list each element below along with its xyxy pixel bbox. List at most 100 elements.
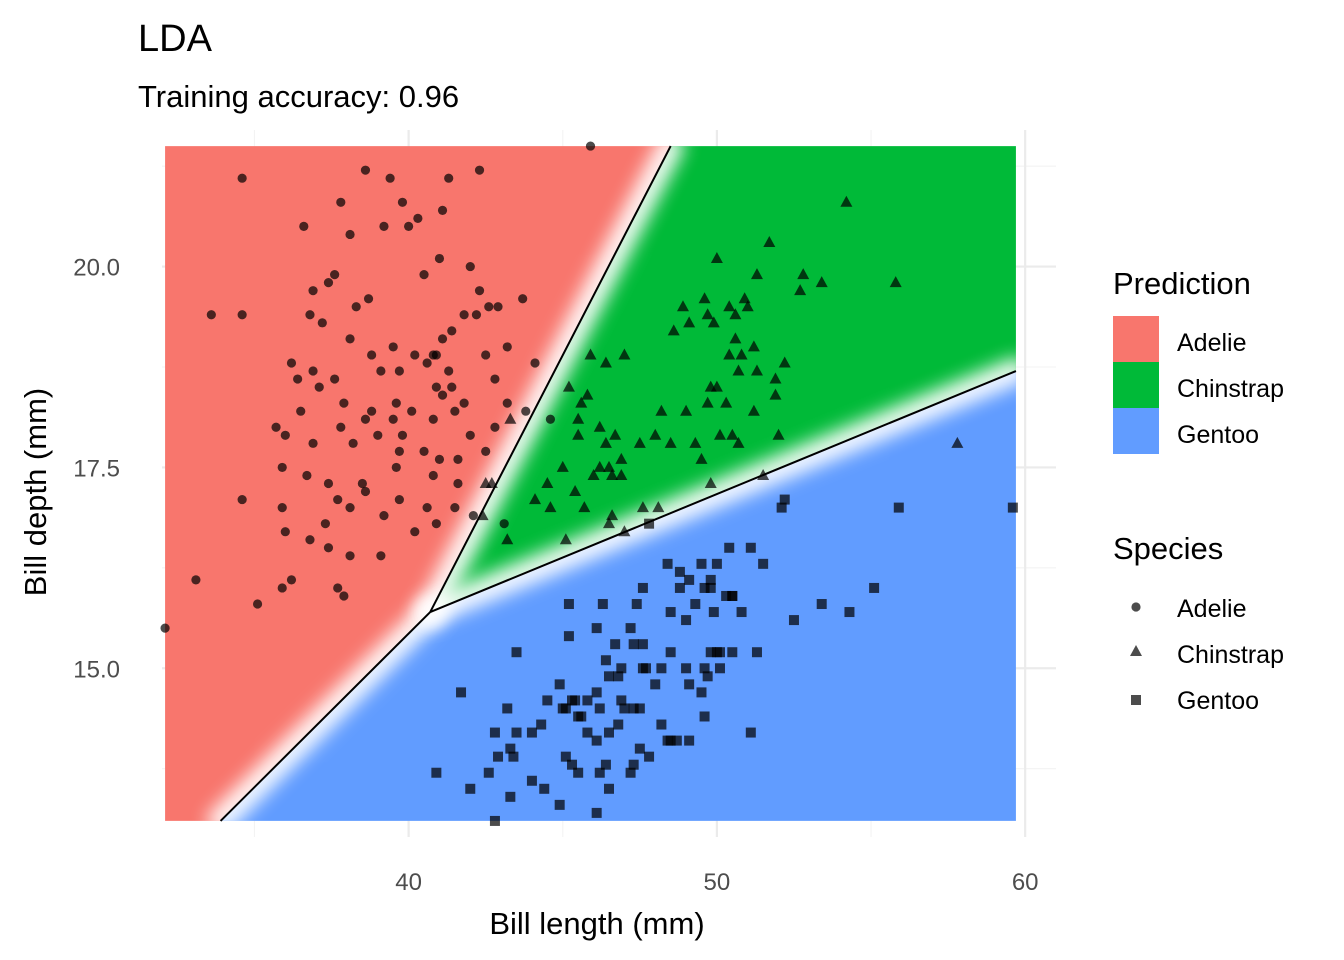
point-gentoo-78 [493,751,504,762]
x-axis-title: Bill length (mm) [489,906,704,941]
point-adelie-115 [376,551,386,561]
point-gentoo-25 [628,639,639,650]
legend-label-gentoo: Gentoo [1177,421,1259,449]
point-chinstrap-35 [655,404,668,416]
point-adelie-109 [277,583,287,593]
point-chinstrap-77 [769,388,782,400]
x-axis-ticks: 40 50 60 [395,869,1038,896]
y-tick-label-0: 15.0 [73,656,120,683]
point-gentoo-100 [505,791,516,802]
point-gentoo-3 [779,494,790,505]
point-adelie-81 [453,454,463,464]
point-gentoo-112 [674,566,685,577]
point-gentoo-32 [616,663,627,674]
point-chinstrap-20 [667,324,680,336]
point-adelie-64 [521,406,531,416]
point-chinstrap-67 [476,509,489,521]
x-tick-label-2: 60 [1012,869,1039,896]
point-gentoo-101 [489,815,500,826]
point-adelie-104 [280,527,290,537]
point-chinstrap-27 [778,356,791,368]
point-gentoo-96 [554,799,565,810]
point-adelie-96 [450,503,460,513]
legend-species-title: Species [1113,531,1223,566]
point-adelie-107 [345,551,355,561]
point-adelie-44 [431,350,441,360]
boundary-adelie-chinstrap [429,145,672,613]
point-adelie-28 [206,310,216,320]
point-gentoo-18 [631,599,642,610]
point-chinstrap-36 [562,380,575,392]
point-adelie-97 [468,511,478,521]
boundary-chinstrap-gentoo [429,370,1017,613]
legend-swatch-chinstrap [1113,362,1159,408]
point-gentoo-44 [536,719,547,730]
point-adelie-69 [373,430,383,440]
point-adelie-43 [422,358,432,368]
point-adelie-46 [481,350,491,360]
point-adelie-20 [323,278,334,288]
point-chinstrap-18 [747,340,760,352]
point-chinstrap-6 [815,276,828,288]
point-adelie-47 [293,374,303,384]
point-adelie-110 [333,583,343,593]
legend-marker-square-icon [1131,695,1141,705]
point-adelie-77 [308,438,318,448]
point-chinstrap-3 [763,235,776,247]
point-adelie-21 [474,286,485,296]
legend-label-species-gentoo: Gentoo [1177,687,1259,715]
x-tick-label-0: 40 [395,869,422,896]
point-chinstrap-45 [757,468,770,480]
point-chinstrap-25 [584,348,597,360]
point-gentoo-97 [573,767,584,778]
region-adelie [165,146,671,821]
point-adelie-103 [499,519,509,529]
point-chinstrap-43 [695,452,708,464]
point-gentoo-105 [702,671,713,682]
point-chinstrap-53 [652,501,665,513]
point-adelie-66 [314,382,324,392]
point-chinstrap-37 [572,412,585,424]
point-adelie-7 [585,141,596,151]
point-chinstrap-49 [618,525,631,537]
point-gentoo-34 [665,647,676,658]
point-gentoo-57 [699,711,710,722]
point-chinstrap-30 [710,380,723,392]
point-chinstrap-22 [750,364,763,376]
legend-label-adelie: Adelie [1177,329,1247,357]
point-gentoo-60 [699,663,710,674]
point-adelie-0 [237,173,247,183]
point-gentoo-107 [582,727,593,738]
point-gentoo-79 [508,751,519,762]
point-adelie-67 [336,422,346,432]
point-gentoo-58 [714,663,725,674]
point-gentoo-109 [727,590,738,601]
point-adelie-98 [320,519,330,529]
point-gentoo-31 [591,687,602,698]
point-gentoo-85 [539,783,550,794]
point-chinstrap-44 [689,436,702,448]
point-gentoo-52 [613,719,624,730]
point-chinstrap-59 [541,477,554,488]
x-tick-label-1: 50 [704,869,731,896]
point-gentoo-4 [745,542,756,553]
point-gentoo-43 [560,703,571,714]
point-adelie-31 [345,334,355,344]
legend-label-chinstrap: Chinstrap [1177,375,1284,403]
point-adelie-63 [459,398,469,408]
point-chinstrap-51 [593,460,606,472]
point-adelie-72 [465,430,475,440]
point-adelie-84 [323,478,334,489]
point-adelie-16 [434,253,445,264]
point-gentoo-71 [869,582,880,593]
point-adelie-71 [428,414,438,424]
point-adelie-32 [317,318,327,328]
point-chinstrap-5 [797,268,810,280]
point-gentoo-68 [714,647,725,658]
point-gentoo-64 [751,647,762,658]
point-gentoo-61 [727,647,738,658]
point-chinstrap-73 [713,428,726,440]
point-chinstrap-57 [636,501,649,513]
point-chinstrap-58 [575,396,588,408]
legend-marker-circle-icon [1131,602,1141,612]
